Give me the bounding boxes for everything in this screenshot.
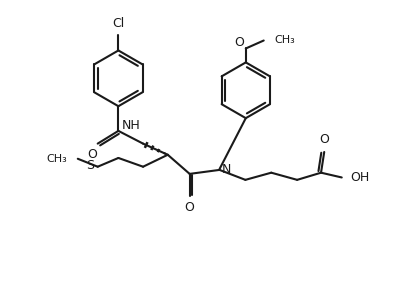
Text: OH: OH: [350, 171, 369, 184]
Text: O: O: [233, 36, 243, 49]
Text: O: O: [318, 134, 328, 146]
Text: CH₃: CH₃: [274, 35, 295, 45]
Text: Cl: Cl: [112, 17, 124, 30]
Text: NH: NH: [121, 119, 140, 132]
Text: CH₃: CH₃: [46, 154, 67, 164]
Text: S: S: [86, 159, 94, 173]
Text: O: O: [184, 201, 194, 214]
Text: N: N: [221, 163, 230, 176]
Text: O: O: [87, 148, 97, 161]
